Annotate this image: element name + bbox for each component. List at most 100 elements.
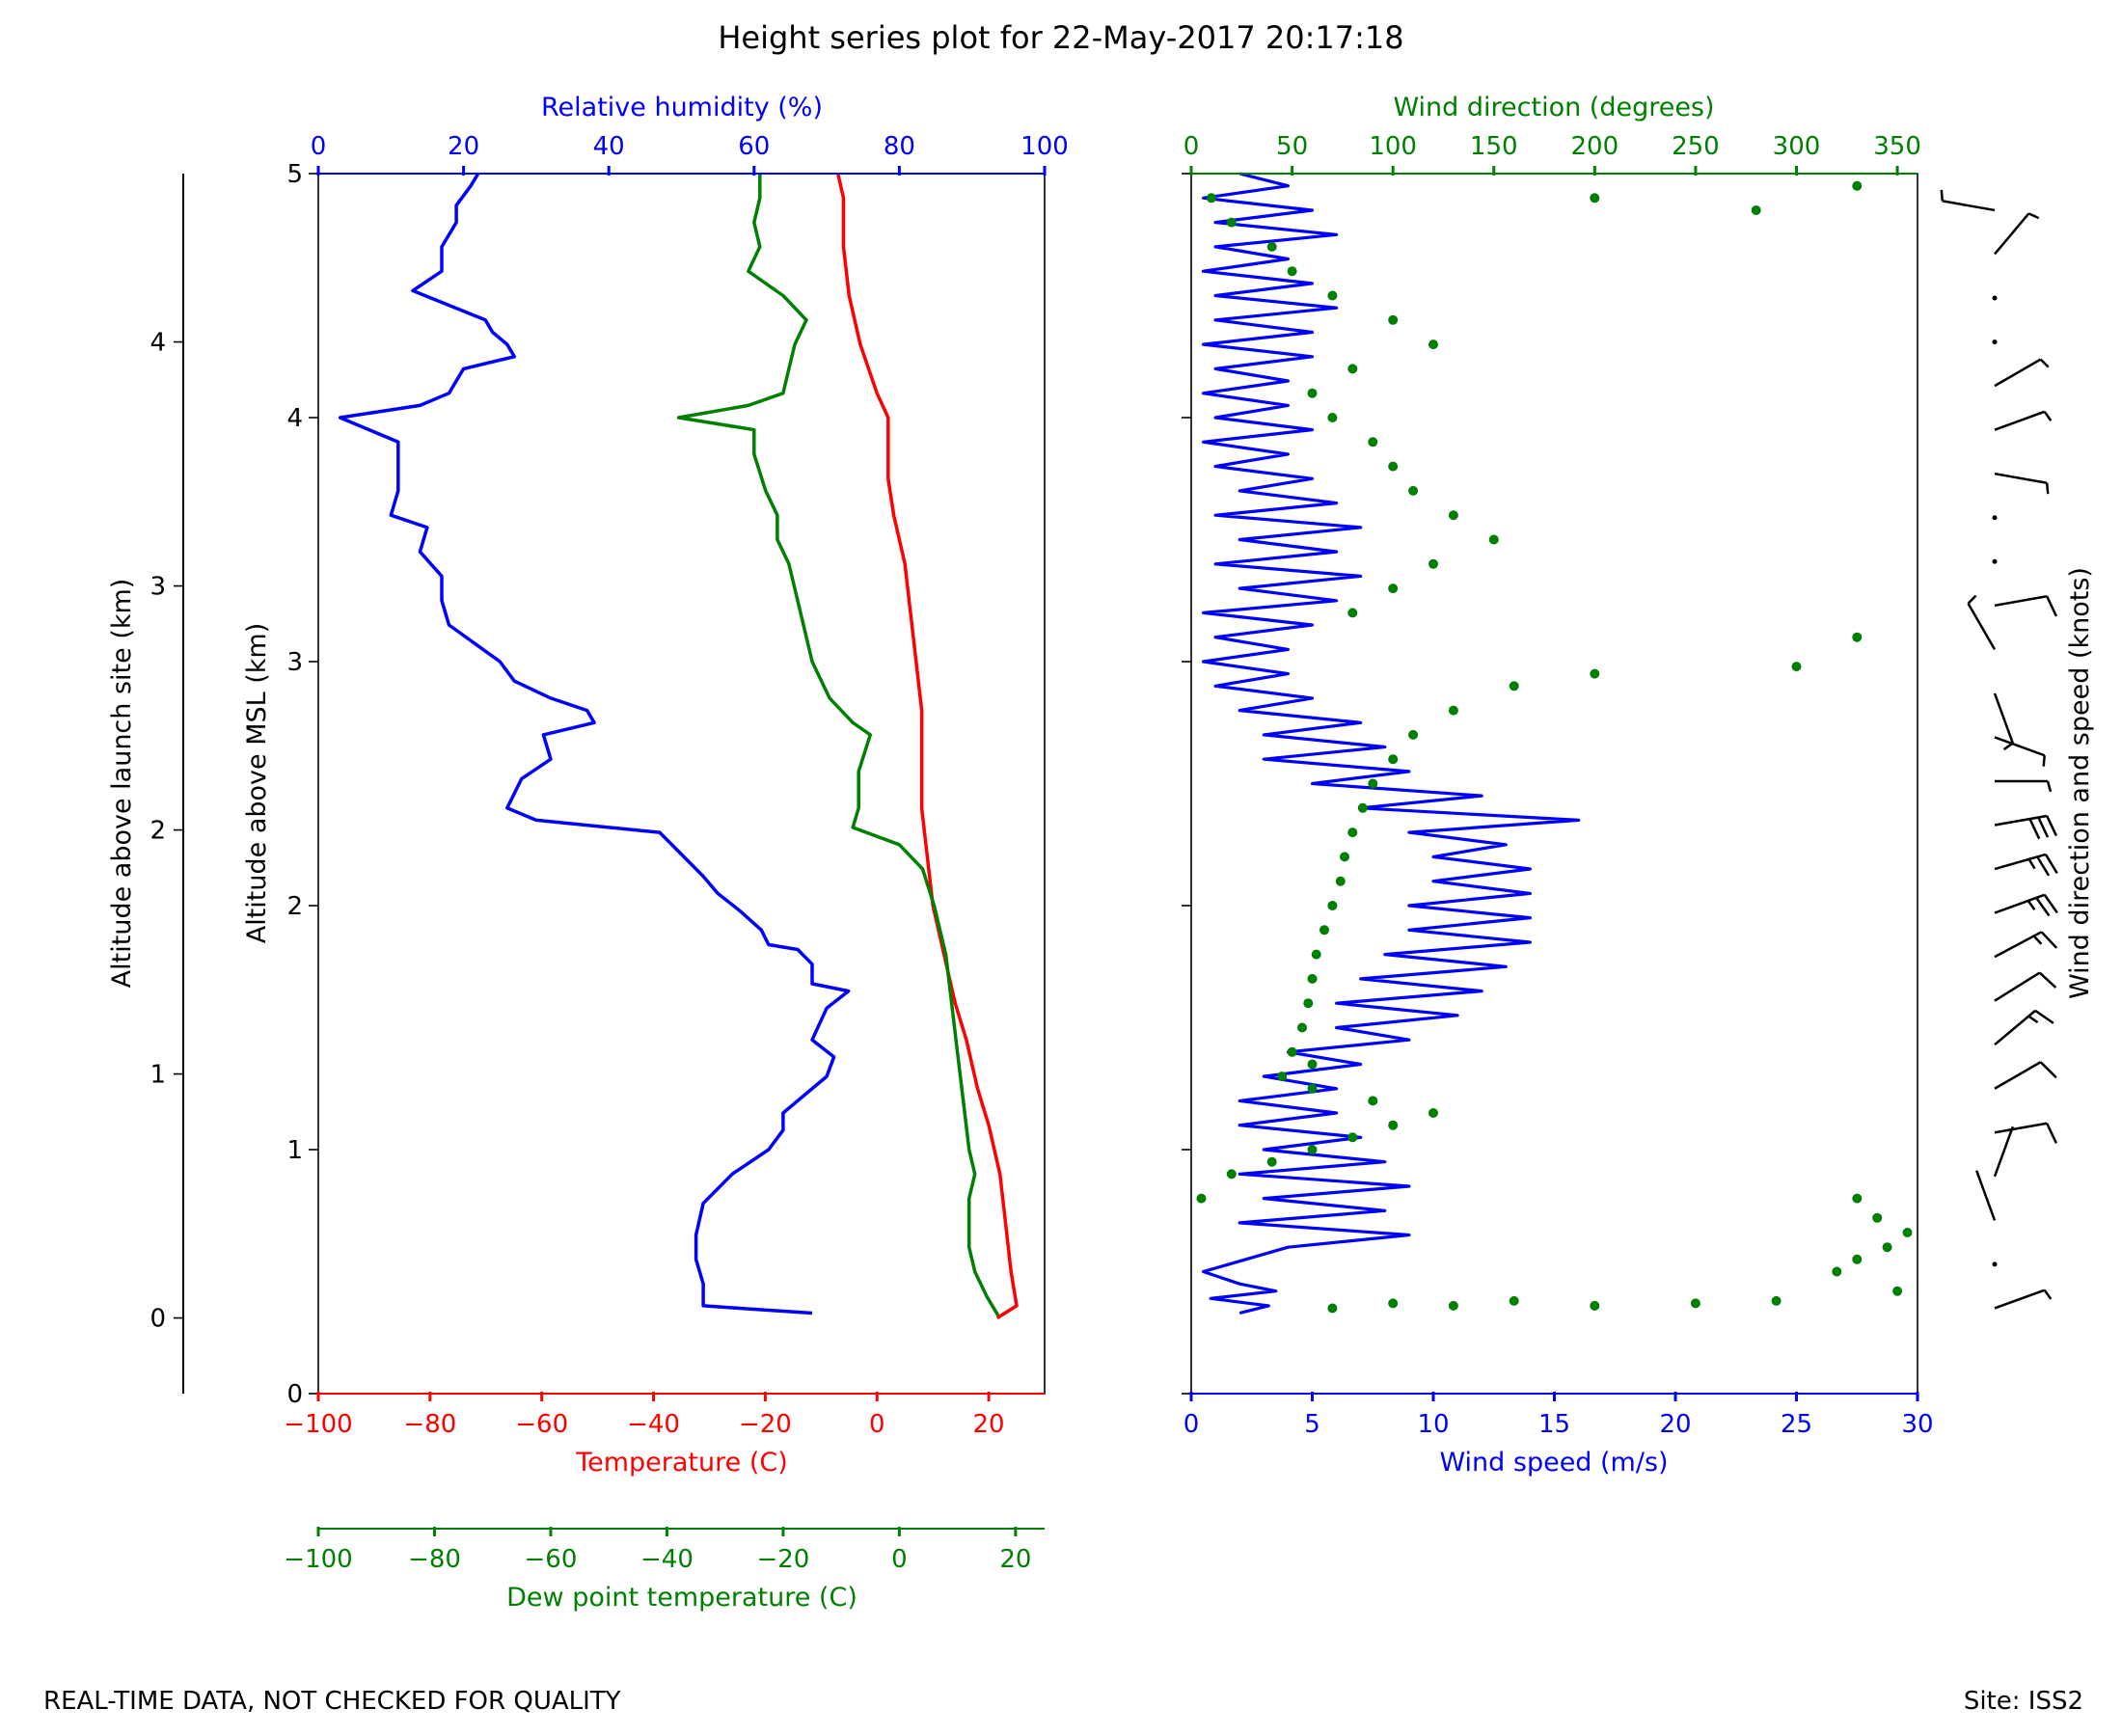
wind-barb-half-flag [2043, 1288, 2053, 1300]
wind-direction-point [1388, 754, 1399, 765]
msl-tick-label: 4 [286, 404, 303, 433]
wind-panel: 0 5 10 15 20 25 30 0 50 100 150 200 250 300 350 Wind … [1182, 93, 1934, 1478]
wind-direction-point [1448, 510, 1458, 521]
wind-direction-point [1590, 193, 1600, 203]
wind-barb-shaft [1994, 1061, 2042, 1090]
wind-direction-point [1287, 1046, 1297, 1057]
wind-direction-point [1388, 314, 1399, 325]
wind-direction-point [1690, 1298, 1700, 1309]
wind-direction-point [1347, 608, 1358, 618]
wind-barb-flag [2043, 894, 2058, 914]
wind-barb-shaft [1994, 1122, 2048, 1134]
wind-barb-flag [2046, 815, 2058, 837]
wind-direction-point [1277, 1071, 1288, 1082]
wind-direction-point [1327, 901, 1338, 910]
wind-barb-flag [2046, 595, 2058, 617]
humidity-profile-line [338, 173, 851, 1316]
wind-barb-shaft [1994, 736, 2046, 757]
dewpoint-profile-line [676, 174, 1000, 1316]
wind-speed-tick-label: 20 [1659, 1410, 1691, 1439]
launch-site-tick-label: 4 [150, 329, 166, 358]
wind-direction-point [1751, 205, 1761, 215]
wind-direction-point [1226, 1169, 1237, 1180]
wind-direction-point [1347, 364, 1358, 374]
wind-barb-calm [1992, 1261, 1998, 1267]
wind-barb-shaft [1993, 692, 2014, 745]
wind-direction-point [1368, 778, 1378, 789]
wind-barb-flag [2039, 1061, 2057, 1079]
wind-barb-shaft [1994, 853, 2047, 871]
wind-barb-shaft [1942, 200, 1996, 212]
dewpoint-tick-label: −40 [640, 1545, 694, 1574]
wind-barb-half-flag [2039, 358, 2050, 368]
wind-direction-point [1297, 1022, 1307, 1033]
temperature-tick-label: −100 [284, 1410, 352, 1439]
wind-barb-half-flag [2027, 1015, 2039, 1024]
temperature-tick-label: −20 [739, 1410, 792, 1439]
wind-direction-point [1428, 1108, 1438, 1118]
wind-speed-axis-label: Wind speed (m/s) [1439, 1448, 1668, 1478]
wind-direction-point [1327, 1303, 1338, 1314]
wind-direction-point [1287, 266, 1297, 277]
wind-barb-flag [2035, 897, 2051, 917]
wind-barb-shaft [1994, 472, 2048, 484]
humidity-tick-label: 100 [1020, 132, 1069, 161]
wind-direction-point [1771, 1295, 1782, 1306]
temperature-ticks: −100 −80 −60 −40 −20 0 20 [284, 1392, 1005, 1439]
wind-direction-point [1340, 852, 1349, 862]
wind-speed-tick-label: 25 [1781, 1410, 1812, 1439]
wind-barb-half-flag [2042, 755, 2046, 767]
wind-direction-point [1319, 925, 1329, 936]
wind-direction-point [1488, 534, 1499, 545]
wind-barbs-label: Wind direction and speed (knots) [2065, 567, 2095, 999]
wind-direction-tick-label: 350 [1873, 132, 1921, 161]
quality-note: REAL-TIME DATA, NOT CHECKED FOR QUALITY [43, 1687, 621, 1716]
wind-direction-point [1368, 1096, 1378, 1106]
wind-barb-flag [2036, 855, 2051, 877]
wind-direction-point [1266, 241, 1277, 252]
humidity-tick-label: 60 [738, 132, 770, 161]
wind-direction-point [1347, 827, 1358, 838]
msl-tick-label: 0 [286, 1380, 303, 1409]
wind-barb-flag [2034, 1009, 2054, 1024]
dewpoint-tick-label: −80 [408, 1545, 461, 1574]
wind-speed-ticks: 0 5 10 15 20 25 30 [1183, 1392, 1934, 1439]
temperature-tick-label: 20 [973, 1410, 1005, 1439]
temperature-tick-label: −60 [515, 1410, 568, 1439]
wind-direction-point [1307, 1059, 1318, 1070]
wind-barb-half-flag [2032, 935, 2043, 945]
wind-barb-half-flag [2043, 411, 2053, 421]
dewpoint-tick-label: −60 [525, 1545, 578, 1574]
humidity-ticks: 0 20 40 60 80 100 [311, 132, 1069, 176]
wind-speed-line [1201, 172, 1581, 1316]
wind-direction-point [1408, 485, 1419, 496]
chart-title: Height series plot for 22-May-2017 20:17… [718, 19, 1403, 56]
launch-site-tick-label: 0 [150, 1305, 166, 1334]
temperature-tick-label: 0 [869, 1410, 885, 1439]
wind-direction-point [1388, 461, 1399, 472]
wind-barb-shaft [1994, 1288, 2046, 1310]
wind-direction-point [1327, 413, 1338, 422]
wind-speed-tick-label: 15 [1538, 1410, 1570, 1439]
site-label: Site: ISS2 [1964, 1687, 2083, 1716]
wind-direction-point [1590, 1300, 1600, 1311]
wind-direction-tick-label: 0 [1183, 132, 1200, 161]
wind-barb-half-flag [2045, 482, 2050, 495]
msl-tick-label: 3 [286, 648, 303, 677]
dewpoint-tick-label: −100 [284, 1545, 352, 1574]
wind-direction-point [1307, 1083, 1318, 1094]
wind-direction-point [1509, 681, 1519, 692]
dewpoint-tick-label: −20 [756, 1545, 809, 1574]
wind-barb-flag [2046, 1123, 2058, 1144]
wind-direction-tick-label: 250 [1672, 132, 1720, 161]
wind-barb-shaft [1994, 1009, 2036, 1046]
wind-barb-half-flag [1967, 594, 1977, 605]
humidity-tick-label: 20 [448, 132, 479, 161]
wind-barb-flag [2040, 931, 2058, 949]
humidity-tick-label: 40 [593, 132, 625, 161]
dewpoint-axis-label: Dew point temperature (C) [506, 1583, 857, 1613]
msl-tick-label: 2 [286, 892, 303, 921]
wind-barb-half-flag [2002, 742, 2014, 751]
